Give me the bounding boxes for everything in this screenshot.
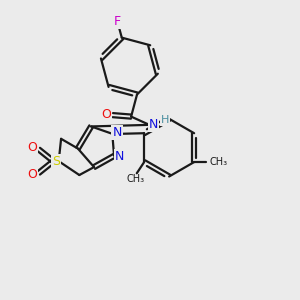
Text: N: N <box>112 126 122 139</box>
Text: CH₃: CH₃ <box>127 174 145 184</box>
Text: N: N <box>115 150 124 163</box>
Text: O: O <box>27 141 37 154</box>
Text: N: N <box>148 118 158 131</box>
Text: O: O <box>101 108 111 121</box>
Text: F: F <box>114 15 121 28</box>
Text: O: O <box>27 168 37 181</box>
Text: CH₃: CH₃ <box>209 157 228 167</box>
Text: S: S <box>52 155 60 168</box>
Text: H: H <box>160 115 169 125</box>
